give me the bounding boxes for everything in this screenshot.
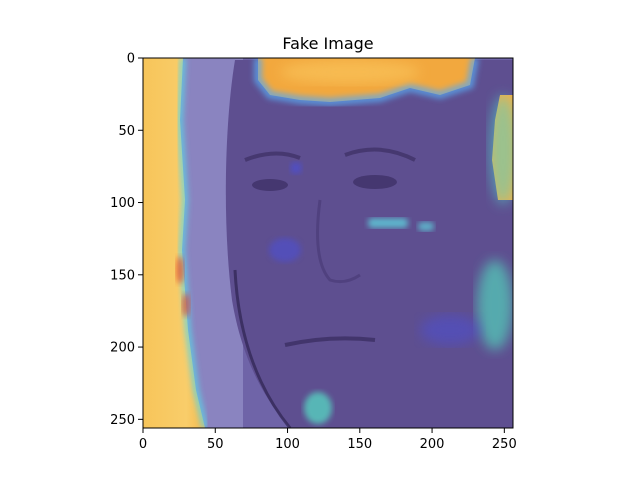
face-left-brow: [244, 151, 301, 162]
face-left-eye: [252, 179, 288, 191]
cyan-chin-spot: [304, 392, 332, 424]
x-axis: 0 50 100 150 200 250: [139, 428, 517, 452]
cyan-left-edge: [176, 58, 208, 428]
y-axis: 0 50 100 150 200 250: [110, 52, 143, 428]
blue-top-edge: [254, 58, 479, 107]
face-jawline: [233, 269, 292, 428]
y-tick-label: 200: [110, 341, 135, 356]
y-tick-label: 0: [127, 52, 135, 67]
red-spot-2: [182, 293, 190, 317]
x-tick-label: 0: [139, 437, 147, 452]
face-region: [225, 60, 513, 428]
x-tick-label: 200: [420, 437, 445, 452]
y-tick-label: 100: [110, 196, 135, 211]
y-tick-label: 50: [118, 124, 135, 139]
blue-lower-right: [420, 315, 480, 345]
axes-frame: [142, 57, 514, 429]
y-tick-label: 150: [110, 268, 135, 283]
red-spot-1: [176, 256, 184, 284]
cyan-lower-right: [477, 260, 513, 350]
chart-title: Fake Image: [282, 34, 373, 53]
hot-left-strip: [143, 58, 205, 428]
face-mouth: [284, 336, 376, 347]
cyan-mid-spot-1: [368, 218, 408, 228]
y-tick-label: 250: [110, 413, 135, 428]
x-tick-label: 50: [207, 437, 224, 452]
heatmap-image: [143, 58, 513, 428]
x-tick-label: 150: [347, 437, 372, 452]
cyan-right-halo: [489, 95, 513, 205]
face-right-eye: [353, 175, 397, 189]
x-tick-label: 250: [492, 437, 517, 452]
hot-top-core: [280, 60, 420, 84]
blue-cheek-spot: [269, 238, 301, 262]
face-nose: [316, 199, 361, 284]
blue-brow-spot: [290, 162, 302, 174]
x-tick-label: 100: [275, 437, 300, 452]
face-right-brow: [344, 147, 416, 162]
cyan-mid-spot-2: [418, 222, 434, 231]
